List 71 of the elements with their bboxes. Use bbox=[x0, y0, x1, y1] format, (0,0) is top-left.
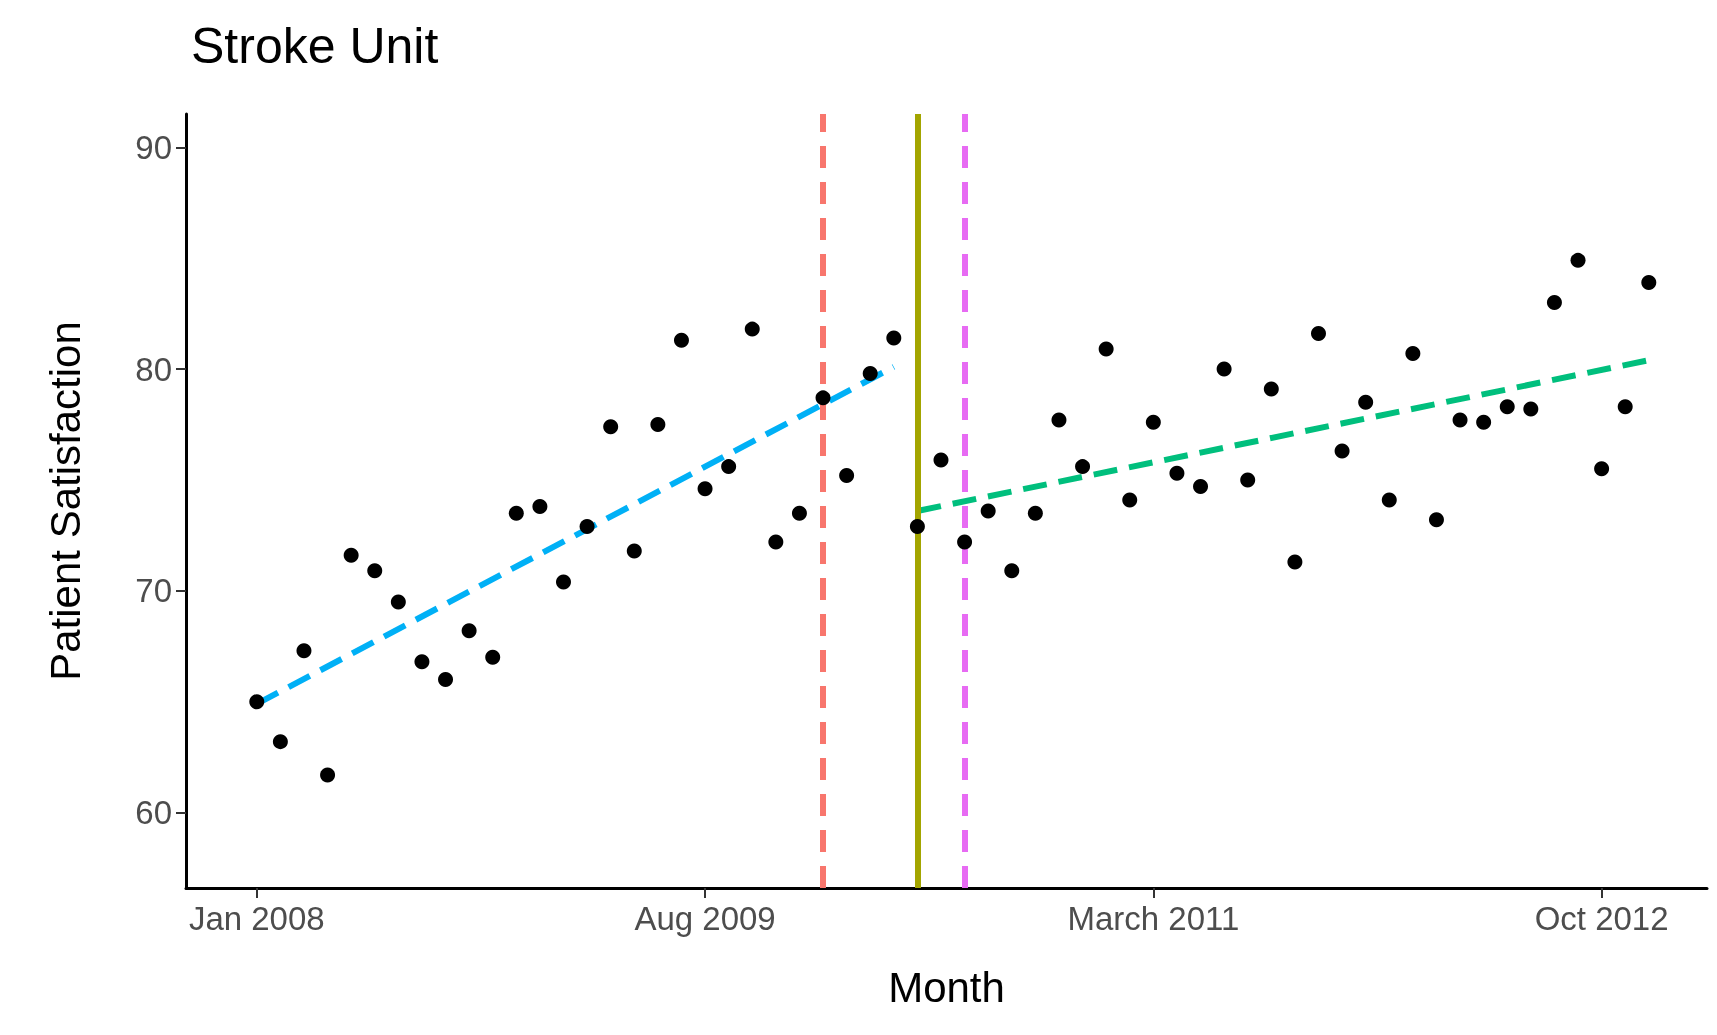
point bbox=[1358, 394, 1374, 410]
point bbox=[1594, 461, 1610, 477]
point bbox=[1240, 472, 1256, 488]
point bbox=[839, 468, 855, 483]
point bbox=[556, 574, 571, 590]
chart-title: Stroke Unit bbox=[191, 18, 439, 74]
point bbox=[1476, 414, 1492, 430]
point bbox=[1570, 252, 1586, 268]
point bbox=[933, 452, 949, 468]
point bbox=[1004, 563, 1020, 579]
point bbox=[862, 365, 878, 381]
point bbox=[697, 481, 713, 497]
point bbox=[1381, 492, 1397, 508]
point bbox=[438, 672, 454, 688]
x-tick-label: Oct 2012 bbox=[1534, 900, 1669, 937]
point bbox=[1546, 295, 1562, 311]
point bbox=[272, 734, 288, 750]
point bbox=[1287, 554, 1303, 570]
point bbox=[886, 330, 902, 346]
point bbox=[744, 321, 760, 337]
point bbox=[1027, 505, 1043, 521]
point bbox=[320, 767, 336, 783]
y-tick-label: 90 bbox=[135, 128, 172, 166]
point bbox=[1122, 492, 1138, 508]
point bbox=[1051, 412, 1067, 428]
point bbox=[1098, 341, 1114, 357]
point bbox=[1499, 399, 1515, 415]
point bbox=[1617, 399, 1633, 415]
point bbox=[650, 416, 666, 432]
point bbox=[603, 419, 619, 435]
point bbox=[1334, 443, 1350, 459]
point bbox=[1193, 479, 1209, 495]
point bbox=[390, 594, 406, 610]
point bbox=[1311, 326, 1326, 342]
point bbox=[791, 505, 807, 521]
x-tick-label: March 2011 bbox=[1067, 900, 1240, 937]
point bbox=[673, 332, 689, 348]
point bbox=[1523, 401, 1539, 417]
y-tick-label: 80 bbox=[135, 350, 172, 388]
point bbox=[768, 534, 784, 550]
point bbox=[532, 499, 548, 515]
point bbox=[909, 519, 925, 534]
point bbox=[296, 643, 312, 659]
x-tick-label: Aug 2009 bbox=[634, 900, 776, 937]
point bbox=[1405, 346, 1421, 362]
point bbox=[485, 649, 501, 665]
point bbox=[1216, 361, 1232, 377]
point bbox=[1169, 465, 1185, 481]
point bbox=[1428, 512, 1444, 528]
point bbox=[367, 563, 383, 579]
point bbox=[626, 543, 642, 559]
point bbox=[815, 390, 831, 406]
point bbox=[1641, 275, 1657, 291]
point bbox=[1075, 459, 1091, 475]
point bbox=[1145, 414, 1161, 430]
point bbox=[249, 694, 265, 710]
point bbox=[461, 623, 477, 639]
point bbox=[343, 547, 359, 563]
y-tick-label: 70 bbox=[135, 572, 172, 610]
x-axis-title: Month bbox=[888, 963, 1005, 1011]
x-tick-label: Jan 2008 bbox=[188, 900, 325, 937]
point bbox=[508, 505, 524, 521]
point bbox=[957, 534, 973, 550]
point bbox=[1263, 381, 1279, 397]
point bbox=[980, 503, 996, 519]
point bbox=[721, 459, 737, 475]
y-tick-label: 60 bbox=[135, 794, 172, 832]
point bbox=[414, 654, 430, 670]
point bbox=[1452, 412, 1468, 428]
point bbox=[579, 519, 595, 534]
y-axis-title: Patient Satisfaction bbox=[41, 321, 89, 681]
